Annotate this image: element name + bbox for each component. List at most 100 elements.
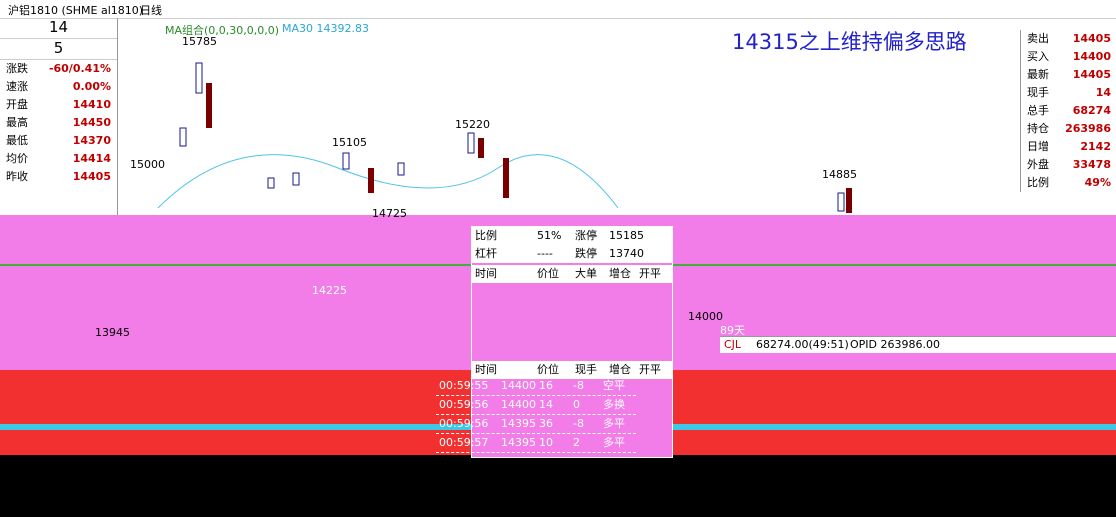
ma-line	[158, 155, 618, 208]
cell: 杠杆	[475, 245, 537, 263]
field-value: 2142	[1080, 138, 1111, 156]
field-label: 现手	[1027, 84, 1049, 102]
field-label: 最低	[6, 132, 28, 150]
volume-header: CJL 68274.00(49:51) OPID 263986.00	[720, 336, 1116, 353]
field-value: 14414	[73, 150, 111, 168]
field-label: 昨收	[6, 168, 28, 186]
bid-volume: 14	[0, 18, 117, 39]
quote-row: 比例 49%	[1021, 174, 1116, 192]
field-value: 14405	[1073, 30, 1111, 48]
cell: 13740	[609, 245, 639, 263]
field-label: 开盘	[6, 96, 28, 114]
cell: 增仓	[609, 265, 639, 283]
cell: 00:59:56	[439, 396, 501, 414]
cell: 价位	[537, 265, 575, 283]
volume-value: 68274.00(49:51)	[756, 338, 849, 351]
price-label: 13945	[95, 326, 130, 339]
quote-row: 日增 2142	[1021, 138, 1116, 156]
axis-label: 15000	[130, 158, 165, 171]
volume-label[interactable]: CJL	[724, 338, 741, 351]
cell: -8	[573, 415, 603, 433]
cell: 多换	[603, 396, 639, 414]
cell: 比例	[475, 227, 537, 245]
field-value: 14370	[73, 132, 111, 150]
price-label: 15105	[332, 136, 367, 149]
cell: 14395	[501, 434, 539, 452]
field-value: 14400	[1073, 48, 1111, 66]
cell: 多平	[603, 434, 639, 452]
cell: 开平	[639, 361, 675, 379]
cell: 14	[539, 396, 573, 414]
candles	[206, 83, 852, 213]
ask-volume: 5	[0, 39, 117, 60]
field-value: 0.00%	[73, 78, 111, 96]
field-value: 14	[1096, 84, 1111, 102]
table-header: 时间价位大单增仓开平	[472, 265, 672, 283]
cell: 开平	[639, 265, 675, 283]
field-label: 均价	[6, 150, 28, 168]
field-value: 33478	[1073, 156, 1111, 174]
cell: 大单	[575, 265, 609, 283]
field-value: 14450	[73, 114, 111, 132]
band	[0, 455, 1116, 517]
ma-value: MA30 14392.83	[282, 22, 369, 35]
field-label: 日增	[1027, 138, 1049, 156]
field-label: 总手	[1027, 102, 1049, 120]
field-label: 卖出	[1027, 30, 1049, 48]
cell: 涨停	[575, 227, 609, 245]
cell: 00:59:56	[439, 415, 501, 433]
quote-row: 卖出 14405	[1021, 30, 1116, 48]
quote-row: 涨跌 -60/0.41%	[0, 60, 117, 78]
quote-row: 昨收 14405	[0, 168, 117, 186]
cell: 15185	[609, 227, 639, 245]
cell: 时间	[475, 265, 537, 283]
field-label: 速涨	[6, 78, 28, 96]
field-label: 外盘	[1027, 156, 1049, 174]
cell: 14395	[501, 415, 539, 433]
cell: 多平	[603, 415, 639, 433]
field-value: 14405	[1073, 66, 1111, 84]
field-value: 263986	[1065, 120, 1111, 138]
quote-row: 均价 14414	[0, 150, 117, 168]
period[interactable]: 日线	[140, 2, 162, 18]
field-label: 比例	[1027, 174, 1049, 192]
field-value: 14405	[73, 168, 111, 186]
cell: 跌停	[575, 245, 609, 263]
symbol[interactable]: 沪铝1810 (SHME al1810)	[8, 2, 143, 18]
cell: -8	[573, 377, 603, 395]
cell: 14400	[501, 377, 539, 395]
field-value: -60/0.41%	[49, 60, 111, 78]
price-label: 14225	[312, 284, 347, 297]
field-value: 49%	[1085, 174, 1111, 192]
cell: 2	[573, 434, 603, 452]
cell: ----	[537, 245, 575, 263]
cell: 14400	[501, 396, 539, 414]
cell: 空平	[603, 377, 639, 395]
field-label: 持仓	[1027, 120, 1049, 138]
quote-row: 持仓 263986	[1021, 120, 1116, 138]
field-label: 最高	[6, 114, 28, 132]
quote-row: 外盘 33478	[1021, 156, 1116, 174]
cell: 36	[539, 415, 573, 433]
annotation: 14315之上维持偏多思路	[732, 26, 967, 56]
quote-rows: 卖出14405买入14400最新14405现手14总手68274持仓263986…	[1021, 30, 1116, 192]
cell: 10	[539, 434, 573, 452]
price-label: 15785	[182, 35, 217, 48]
candles	[180, 63, 844, 211]
opid: OPID 263986.00	[850, 338, 940, 351]
tick-row: 00:59:5614400140多换	[436, 396, 636, 415]
cell: 16	[539, 377, 573, 395]
cell: 00:59:57	[439, 434, 501, 452]
cell: 0	[573, 396, 603, 414]
field-label: 涨跌	[6, 60, 28, 78]
cell: 00:59:55	[439, 377, 501, 395]
